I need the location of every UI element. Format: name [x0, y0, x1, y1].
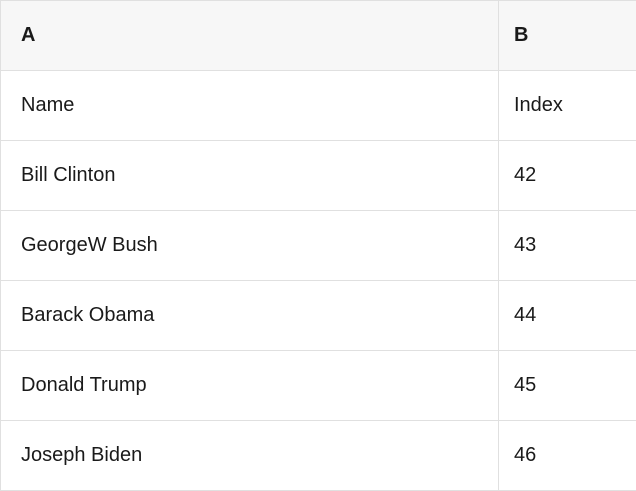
cell-name[interactable]: Bill Clinton — [1, 141, 499, 211]
cell-name[interactable]: Name — [1, 71, 499, 141]
column-header-row: A B — [1, 1, 636, 71]
cell-name[interactable]: Barack Obama — [1, 281, 499, 351]
cell-index[interactable]: 44 — [499, 281, 636, 351]
cell-index[interactable]: Index — [499, 71, 636, 141]
cell-name[interactable]: Joseph Biden — [1, 421, 499, 491]
cell-index[interactable]: 43 — [499, 211, 636, 281]
cell-name[interactable]: Donald Trump — [1, 351, 499, 421]
column-header-a[interactable]: A — [1, 1, 499, 71]
cell-index[interactable]: 45 — [499, 351, 636, 421]
cell-index[interactable]: 42 — [499, 141, 636, 211]
cell-name[interactable]: GeorgeW Bush — [1, 211, 499, 281]
column-header-b[interactable]: B — [499, 1, 636, 71]
cell-index[interactable]: 46 — [499, 421, 636, 491]
